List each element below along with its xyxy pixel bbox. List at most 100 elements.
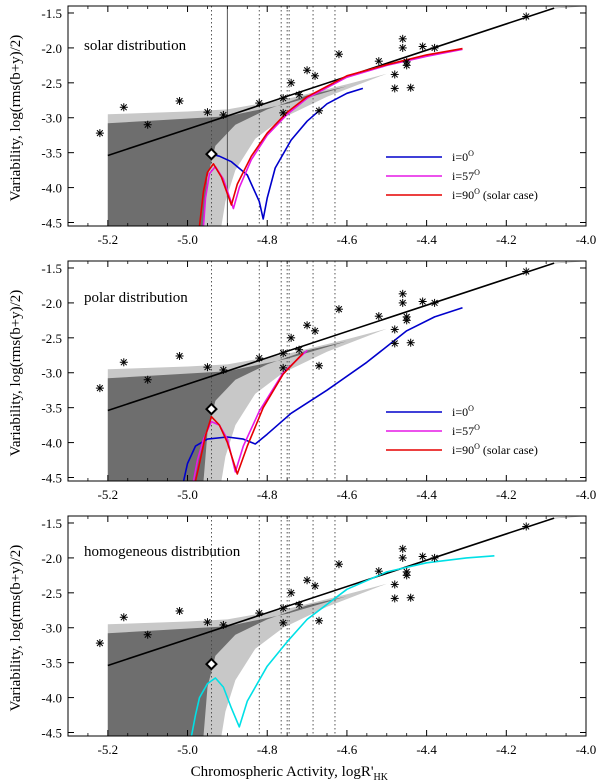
legend-label: i=57O: [452, 423, 480, 438]
star-stroke: [144, 121, 151, 128]
star-marker: [334, 305, 343, 314]
fit-line: [107, 262, 555, 412]
x-tick-label: -4.4: [416, 742, 437, 757]
star-stroke: [403, 313, 410, 321]
star-stroke: [375, 567, 383, 575]
uncertainty-band-dark: [107, 73, 387, 226]
curve-i57: [202, 48, 463, 226]
star-stroke: [403, 58, 410, 66]
star-marker: [295, 600, 304, 609]
x-tick-label: -5.2: [98, 487, 119, 502]
star-stroke: [315, 362, 323, 370]
star-stroke: [220, 621, 227, 629]
y-tick-label: -2.5: [41, 76, 62, 91]
y-tick-label: -1.5: [41, 516, 62, 531]
star-marker: [279, 604, 288, 613]
y-tick-label: -4.5: [41, 216, 62, 231]
star-marker: [303, 576, 312, 585]
legend-label-main: i=90: [452, 188, 474, 202]
curve-i90: [194, 352, 304, 481]
panel-title: polar distribution: [84, 290, 188, 306]
star-marker: [203, 108, 212, 117]
star-marker: [203, 618, 212, 627]
star-marker: [287, 78, 296, 87]
star-stroke: [407, 339, 414, 346]
star-marker: [311, 326, 320, 335]
star-stroke: [375, 57, 383, 65]
star-stroke: [391, 581, 398, 588]
star-stroke: [287, 79, 295, 87]
legend-label: i=0O: [452, 404, 474, 419]
star-marker: [279, 349, 288, 358]
star-marker: [119, 358, 128, 367]
star-marker: [175, 351, 184, 360]
legend-label-main: i=90: [452, 443, 474, 457]
sun-marker: [205, 147, 218, 161]
star-stroke: [204, 618, 211, 626]
sun-marker: [205, 657, 218, 671]
legend-degree-sup: O: [474, 187, 480, 196]
star-marker: [406, 338, 415, 347]
curve-homogeneous: [190, 555, 495, 736]
star-marker: [522, 522, 531, 531]
star-marker: [374, 567, 383, 576]
star-stroke: [96, 129, 104, 137]
star-marker: [390, 580, 399, 589]
star-stroke: [303, 577, 311, 584]
plot-area: [95, 6, 586, 226]
x-tick-label: -5.0: [177, 232, 198, 247]
panel-title: solar distribution: [84, 38, 187, 54]
star-stroke: [96, 639, 104, 647]
x-tick-label: -4.6: [337, 232, 358, 247]
y-tick-label: -4.5: [41, 726, 62, 741]
legend-label: i=0O: [452, 149, 474, 164]
star-marker: [303, 321, 312, 330]
legend-label-main: i=57: [452, 424, 474, 438]
star-stroke: [399, 545, 406, 553]
star-marker: [418, 42, 427, 51]
star-stroke: [256, 354, 263, 362]
star-stroke: [204, 108, 211, 116]
star-stroke: [96, 384, 104, 392]
star-marker: [219, 620, 228, 629]
star-stroke: [399, 35, 406, 43]
curve-i0: [182, 307, 463, 481]
star-stroke: [311, 582, 319, 590]
star-marker: [175, 606, 184, 615]
y-tick-label: -3.5: [41, 401, 62, 416]
guide-line: [554, 6, 586, 9]
star-stroke: [431, 299, 438, 307]
sun-marker: [205, 402, 218, 416]
star-stroke: [279, 604, 287, 612]
star-stroke: [335, 50, 343, 58]
star-stroke: [399, 554, 406, 562]
x-tick-label: -4.0: [576, 742, 597, 757]
x-tick-label: -5.2: [98, 742, 119, 757]
star-marker: [418, 297, 427, 306]
y-tick-label: -3.5: [41, 656, 62, 671]
star-stroke: [176, 607, 183, 615]
x-axis-title-main: Chromospheric Activity, logR': [191, 764, 374, 780]
panel-polar: polar distribution i=0O i=57O i=90O (solar…: [41, 260, 596, 502]
y-tick-label: -1.5: [41, 6, 62, 21]
y-tick-label: -3.0: [41, 111, 62, 126]
legend-label: i=90O (solar case): [452, 442, 538, 457]
x-tick-label: -4.2: [496, 487, 517, 502]
x-tick-label: -4.8: [257, 232, 278, 247]
y-axis-title: Variability, log(rms(b+y)/2): [8, 545, 24, 712]
x-tick-label: -4.2: [496, 742, 517, 757]
legend-degree-sup: O: [474, 168, 480, 177]
y-tick-label: -4.0: [41, 436, 62, 451]
star-marker: [398, 34, 407, 43]
y-tick-label: -4.5: [41, 471, 62, 486]
star-marker: [390, 70, 399, 79]
star-marker: [287, 333, 296, 342]
star-stroke: [335, 305, 343, 313]
axes: -5.2 -5.0 -4.8 -4.6 -4.4 -4.2 -4.0 -1.5 -2.0 -2.5…: [41, 516, 596, 757]
star-marker: [398, 43, 407, 52]
star-stroke: [419, 298, 426, 305]
star-marker: [430, 553, 439, 562]
y-axis-title: Variability, log(rms(b+y)/2): [8, 290, 24, 457]
